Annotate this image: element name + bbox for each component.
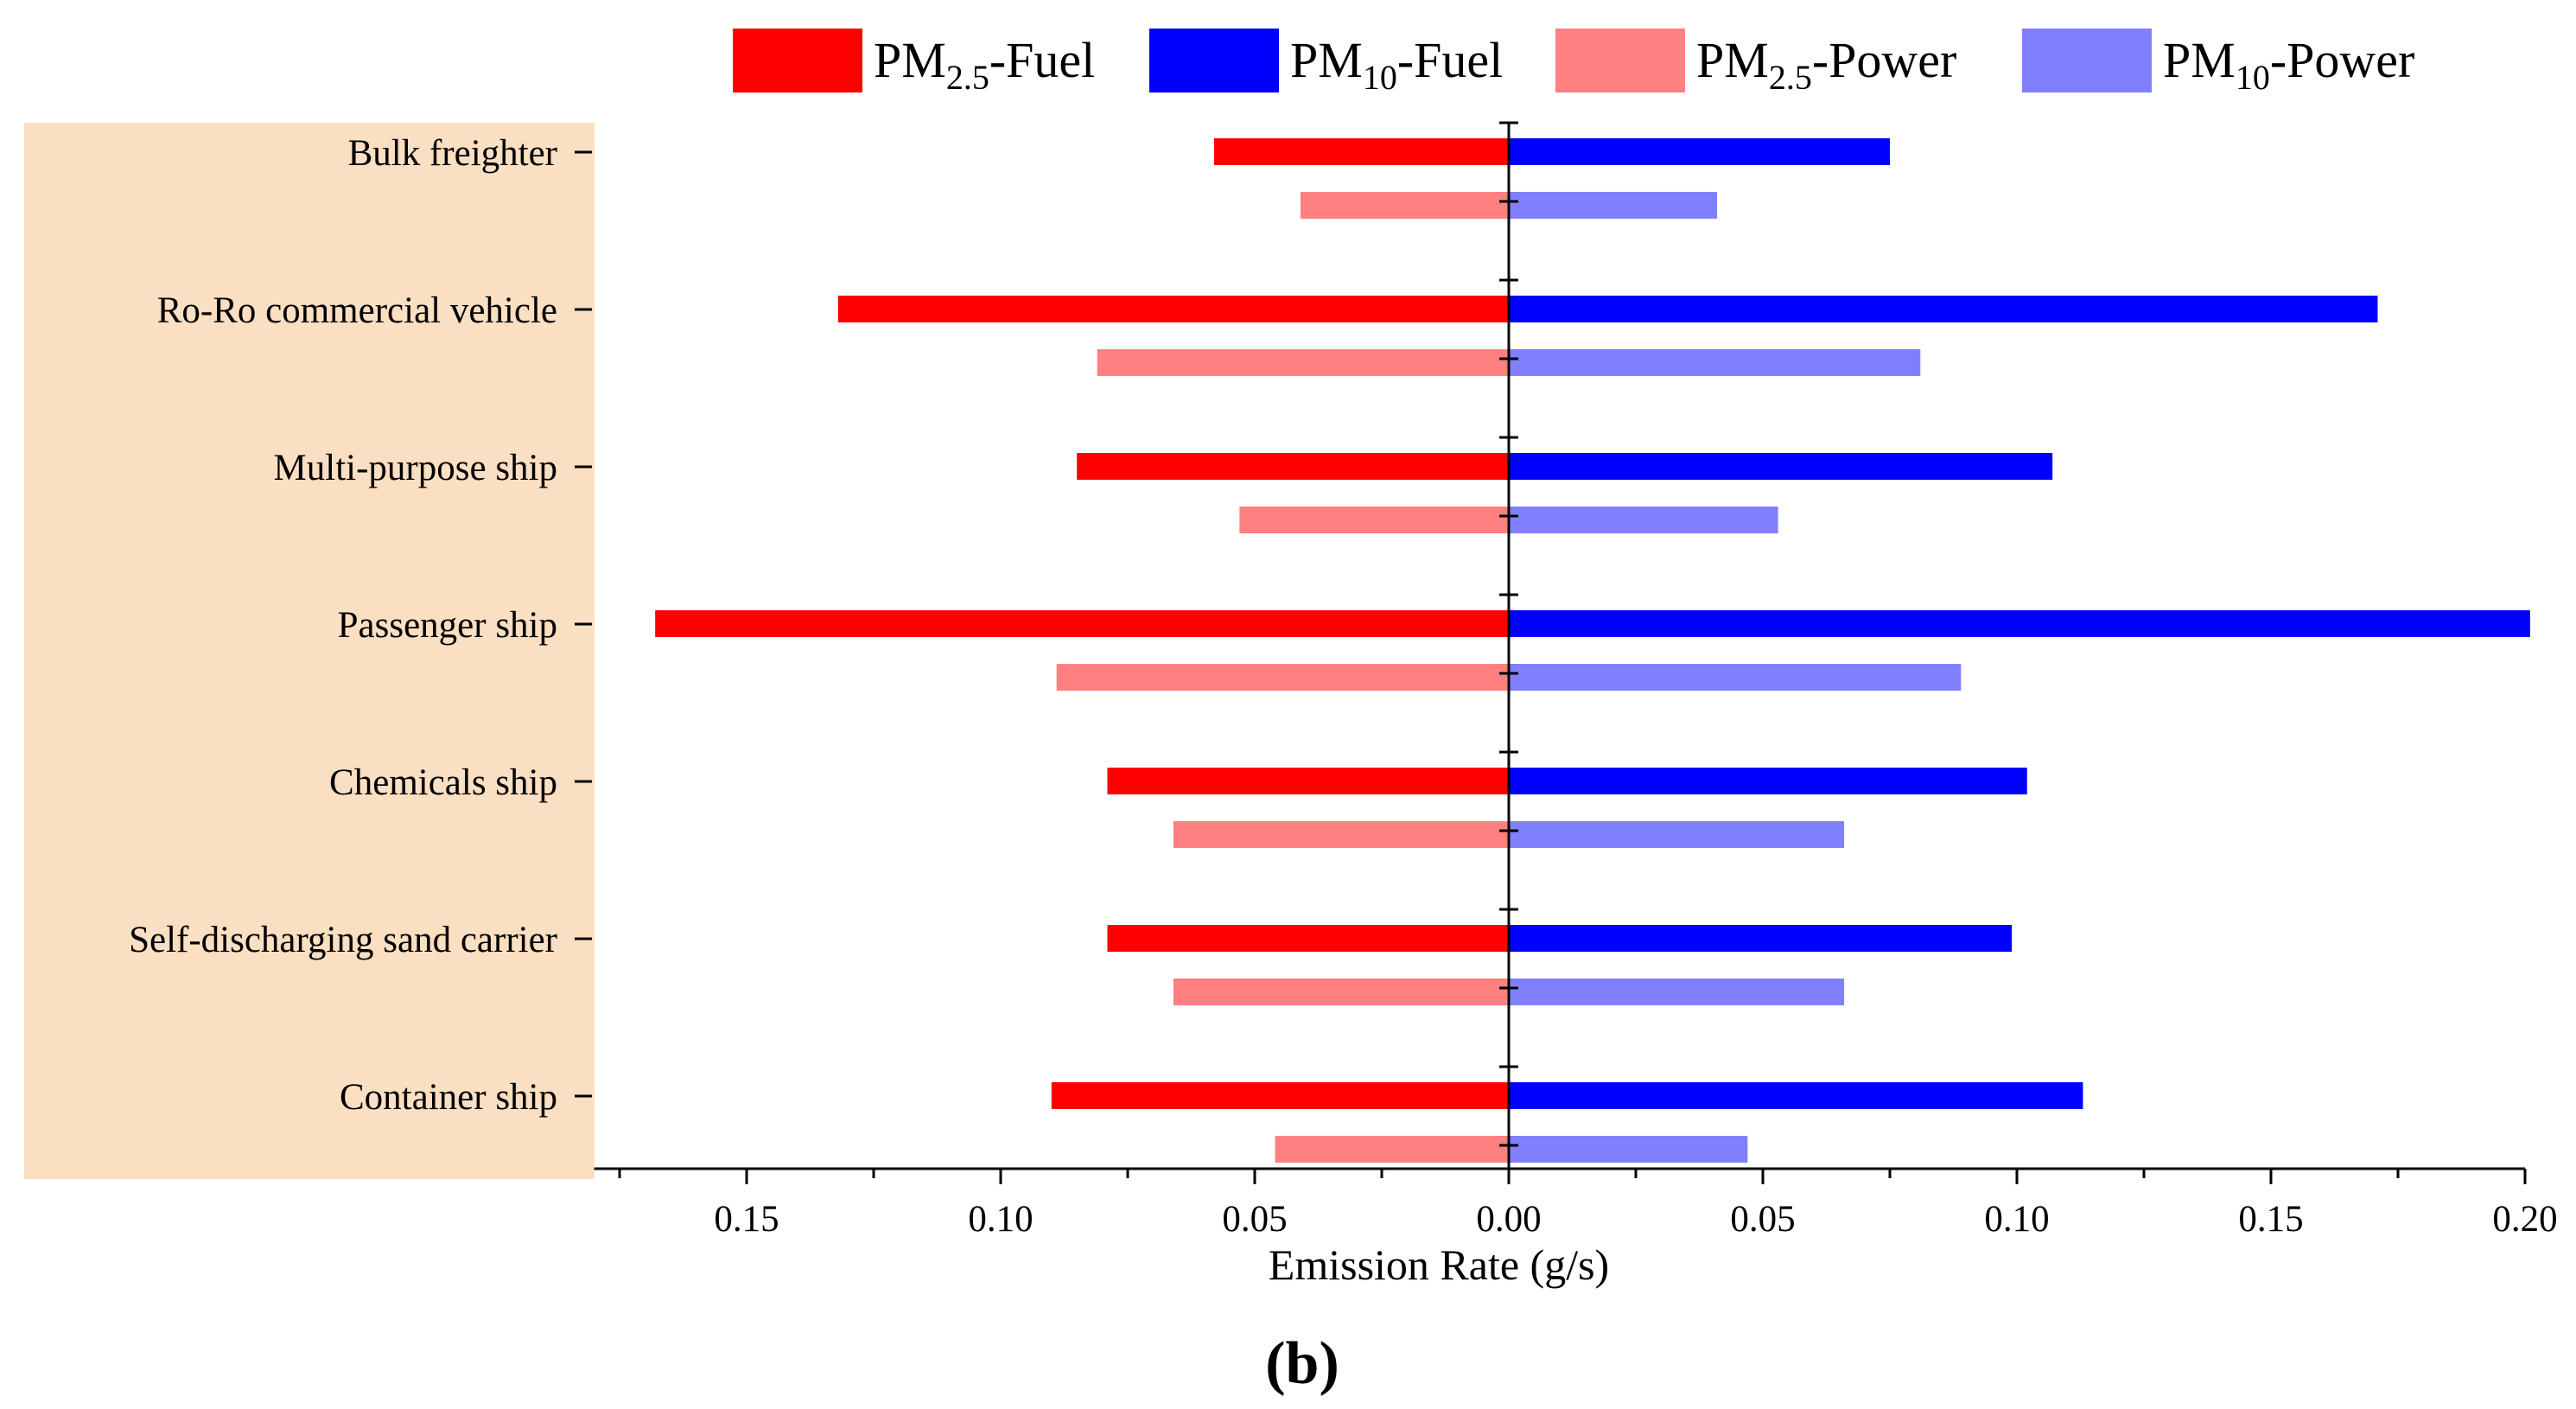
category-label: Passenger ship [338,605,557,646]
category-label: Self-discharging sand carrier [129,920,557,960]
legend: PM2.5-Fuel PM10-Fuel PM2.5-Power PM10-Power [733,29,2414,97]
bar-pm25-fuel-1 [837,296,1509,322]
category-label: Multi-purpose ship [274,448,557,488]
category-label: Container ship [340,1077,557,1118]
bar-pm10-fuel-2 [1509,453,2053,480]
legend-label: PM10-Power [2163,32,2414,97]
legend-label: PM2.5-Fuel [874,32,1095,97]
bar-pm10-power-5 [1509,979,1845,1005]
legend-swatch [2022,29,2152,92]
bar-pm25-power-6 [1275,1136,1509,1163]
bar-pm10-fuel-6 [1509,1082,2083,1109]
labels-layer: Bulk freighter Ro-Ro commercial vehicle Mu… [129,133,2558,1240]
x-tick-label: 0.00 [1476,1199,1541,1240]
category-label: Bulk freighter [348,133,557,174]
legend-label: PM2.5-Power [1696,32,1956,97]
category-label: Chemicals ship [329,762,557,803]
x-tick-label: 0.10 [968,1199,1033,1240]
x-tick-label: 0.05 [1730,1199,1795,1240]
bars-layer [655,138,2530,1163]
x-axis-title: Emission Rate (g/s) [1269,1240,1609,1289]
bar-pm10-power-4 [1509,821,1845,848]
bar-pm10-power-6 [1509,1136,1748,1163]
legend-swatch [1149,29,1279,92]
x-tick-label: 0.15 [2238,1199,2303,1240]
bar-pm25-fuel-0 [1213,138,1509,165]
bar-pm25-fuel-5 [1107,925,1509,952]
x-tick-label: 0.05 [1222,1199,1287,1240]
legend-label: PM10-Fuel [1290,32,1503,97]
x-tick-label: 0.15 [714,1199,779,1240]
bar-pm25-power-5 [1173,979,1509,1005]
bar-pm25-fuel-4 [1107,768,1509,794]
panel-label: (b) [1265,1330,1339,1397]
category-label-panel [24,123,595,1179]
bar-pm10-power-3 [1509,664,1962,691]
x-tick-label: 0.20 [2492,1199,2557,1240]
category-label: Ro-Ro commercial vehicle [157,290,557,331]
bar-pm10-fuel-5 [1509,925,2013,952]
bar-pm10-fuel-4 [1509,768,2027,794]
bar-pm25-fuel-3 [655,610,1509,637]
bar-pm25-fuel-2 [1077,453,1509,480]
x-tick-label: 0.10 [1984,1199,2049,1240]
bar-pm10-fuel-3 [1509,610,2530,637]
bar-pm10-power-2 [1509,507,1778,533]
bar-pm25-fuel-6 [1051,1082,1509,1109]
bar-pm25-power-1 [1097,349,1509,376]
legend-swatch [1555,29,1685,92]
bar-pm25-power-4 [1173,821,1509,848]
axes-layer [575,121,2527,1184]
bar-pm25-power-0 [1300,192,1509,219]
bar-pm10-power-1 [1509,349,1921,376]
bar-pm10-power-0 [1509,192,1718,219]
bar-pm25-power-3 [1056,664,1509,691]
bar-pm10-fuel-1 [1509,296,2378,322]
bar-pm10-fuel-0 [1509,138,1890,165]
bar-pm25-power-2 [1239,507,1509,533]
legend-swatch [733,29,862,92]
